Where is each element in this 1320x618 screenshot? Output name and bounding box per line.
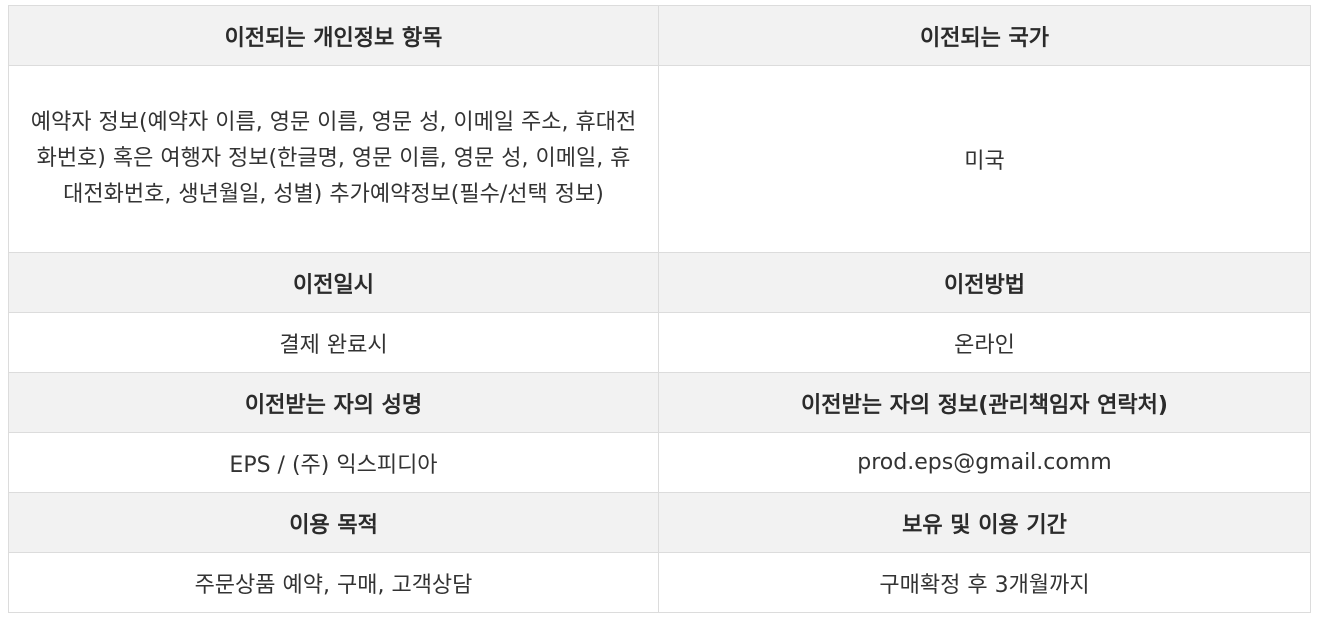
overseas-transfer-table-container: 이전되는 개인정보 항목 이전되는 국가 예약자 정보(예약자 이름, 영문 이… xyxy=(8,5,1311,613)
header-transfer-method: 이전방법 xyxy=(658,252,1311,313)
header-transfer-time: 이전일시 xyxy=(8,252,659,313)
header-recipient-name: 이전받는 자의 성명 xyxy=(8,372,659,433)
value-recipient-name: EPS / (주) 익스피디아 xyxy=(8,432,659,493)
value-destination-country: 미국 xyxy=(658,65,1311,253)
overseas-transfer-table: 이전되는 개인정보 항목 이전되는 국가 예약자 정보(예약자 이름, 영문 이… xyxy=(8,5,1311,613)
table-row: EPS / (주) 익스피디아 prod.eps@gmail.comm xyxy=(8,432,1311,493)
value-transfer-method: 온라인 xyxy=(658,312,1311,373)
value-transfer-time: 결제 완료시 xyxy=(8,312,659,373)
header-purpose: 이용 목적 xyxy=(8,492,659,553)
table-header-row: 이용 목적 보유 및 이용 기간 xyxy=(8,492,1311,553)
value-recipient-contact: prod.eps@gmail.comm xyxy=(658,432,1311,493)
table-row: 예약자 정보(예약자 이름, 영문 이름, 영문 성, 이메일 주소, 휴대전화… xyxy=(8,65,1311,253)
table-row: 주문상품 예약, 구매, 고객상담 구매확정 후 3개월까지 xyxy=(8,552,1311,613)
table-row: 결제 완료시 온라인 xyxy=(8,312,1311,373)
table-header-row: 이전받는 자의 성명 이전받는 자의 정보(관리책임자 연락처) xyxy=(8,372,1311,433)
value-transferred-items: 예약자 정보(예약자 이름, 영문 이름, 영문 성, 이메일 주소, 휴대전화… xyxy=(8,65,659,253)
table-header-row: 이전일시 이전방법 xyxy=(8,252,1311,313)
header-retention-period: 보유 및 이용 기간 xyxy=(658,492,1311,553)
header-destination-country: 이전되는 국가 xyxy=(658,5,1311,66)
header-transferred-items: 이전되는 개인정보 항목 xyxy=(8,5,659,66)
value-retention-period: 구매확정 후 3개월까지 xyxy=(658,552,1311,613)
header-recipient-contact: 이전받는 자의 정보(관리책임자 연락처) xyxy=(658,372,1311,433)
table-header-row: 이전되는 개인정보 항목 이전되는 국가 xyxy=(8,5,1311,66)
value-purpose: 주문상품 예약, 구매, 고객상담 xyxy=(8,552,659,613)
